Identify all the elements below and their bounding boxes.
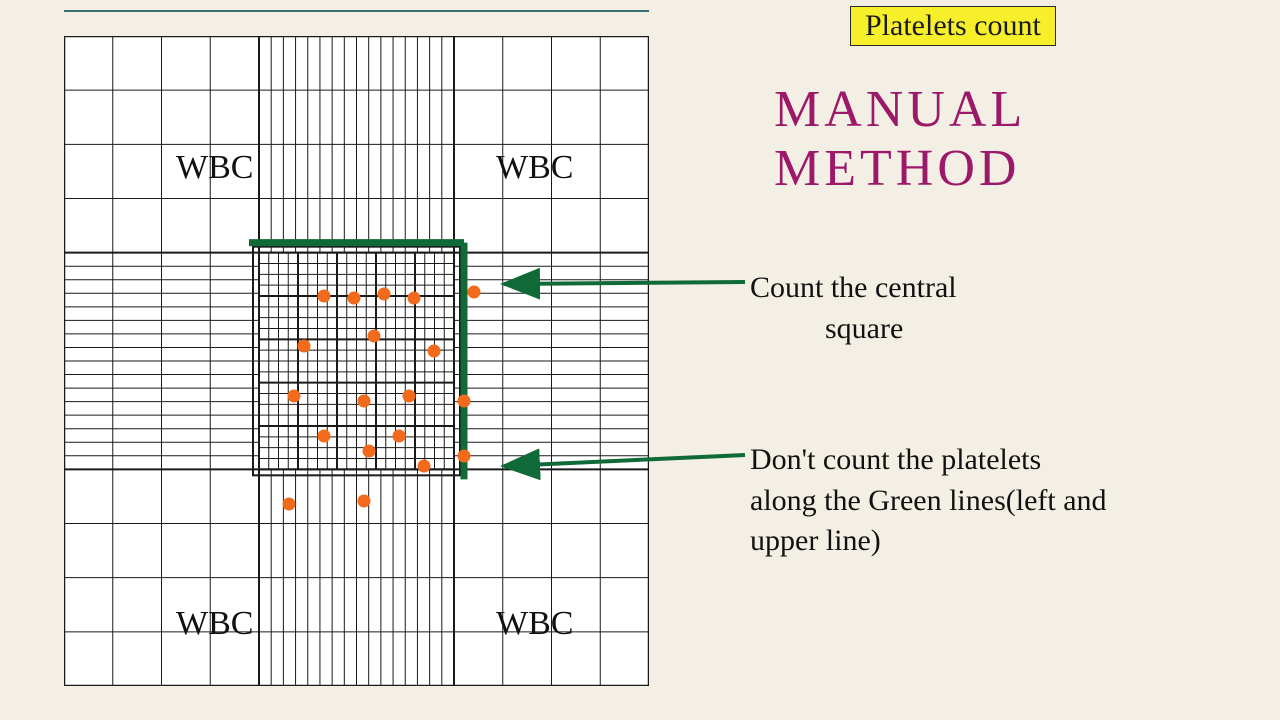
platelet-dot (468, 286, 481, 299)
annotation-line: along the Green lines(left and (750, 484, 1107, 517)
grid-svg: WBC WBC WBC WBC (64, 36, 649, 686)
platelet-dot (403, 390, 416, 403)
platelet-dot (368, 330, 381, 343)
platelet-dot (358, 495, 371, 508)
annotation-line: upper line) (750, 524, 881, 557)
annotation-count-central: Count the central square (750, 268, 957, 349)
platelet-dot (428, 345, 441, 358)
platelet-dot (458, 450, 471, 463)
annotation-line: square (825, 312, 903, 345)
wbc-label: WBC (176, 605, 253, 642)
platelet-dot (363, 445, 376, 458)
annotation-line: Count the central (750, 271, 957, 304)
wbc-label: WBC (496, 149, 573, 186)
annotation-dont-count: Don't count the platelets along the Gree… (750, 440, 1107, 562)
platelet-dot (298, 340, 311, 353)
platelet-dot (318, 290, 331, 303)
title-badge: Platelets count (850, 6, 1056, 46)
platelet-dot (283, 498, 296, 511)
platelet-dot (378, 288, 391, 301)
wbc-label: WBC (496, 605, 573, 642)
platelet-dot (288, 390, 301, 403)
platelet-dot (318, 430, 331, 443)
top-rule (64, 10, 649, 12)
wbc-label: WBC (176, 149, 253, 186)
title-text: MANUAL METHOD (774, 81, 1024, 197)
hemocytometer-diagram: WBC WBC WBC WBC (64, 36, 649, 686)
platelet-dot (418, 460, 431, 473)
platelet-dot (458, 395, 471, 408)
platelet-dot (358, 395, 371, 408)
platelet-dot (393, 430, 406, 443)
platelet-dot (408, 292, 421, 305)
annotation-line: Don't count the platelets (750, 443, 1041, 476)
main-title: MANUAL METHOD (774, 80, 1280, 198)
platelet-dot (348, 292, 361, 305)
badge-text: Platelets count (865, 9, 1041, 42)
